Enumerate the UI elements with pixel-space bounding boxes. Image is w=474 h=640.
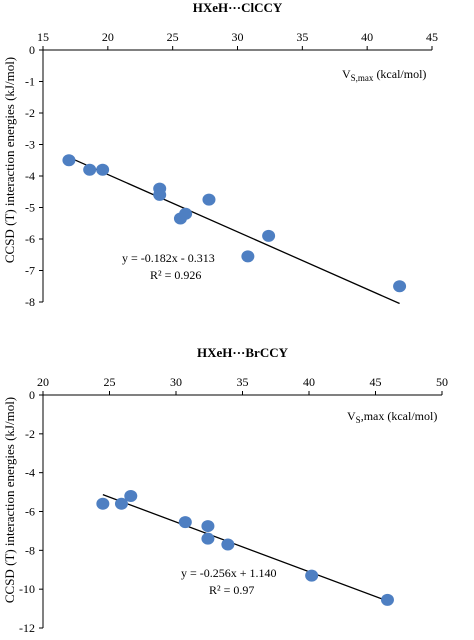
y-axis-label-2: CCSD (T) interaction energies (kJ/mol) — [2, 397, 17, 603]
y-tick-label: -5 — [25, 201, 35, 215]
x-tick-label: 40 — [303, 375, 315, 389]
y-tick-label: -1 — [25, 75, 35, 89]
trendline — [102, 494, 388, 602]
x-tick-label: 45 — [426, 30, 438, 44]
chart-title: HXeH···ClCCY — [193, 0, 283, 15]
chart-title: HXeH···BrCCY — [197, 345, 289, 360]
data-point — [201, 520, 215, 533]
x-tick-label: 15 — [37, 30, 49, 44]
y-tick-label: -10 — [19, 582, 35, 596]
chart-clccy: HXeH···ClCCY 15 20 25 30 35 40 45 0 -1 -2 -3 -4 -5 -6 -… — [25, 0, 438, 309]
x-tick-label: 50 — [436, 375, 448, 389]
y-tick-label: -2 — [25, 427, 35, 441]
trendline — [68, 156, 400, 305]
data-point — [380, 593, 394, 606]
y-tick-label: 0 — [29, 388, 35, 402]
y-tick-label: 0 — [29, 43, 35, 57]
x-tick-label: 25 — [167, 30, 179, 44]
y-tick-label: -8 — [25, 295, 35, 309]
x-tick-label: 30 — [232, 30, 244, 44]
data-point — [153, 188, 167, 201]
data-point — [221, 538, 235, 551]
y-axis-label: CCSD (T) interaction energies (kJ/mol) — [2, 57, 17, 263]
y-tick-label: -12 — [19, 621, 35, 635]
y-tick-label: -8 — [25, 543, 35, 557]
data-point — [96, 163, 110, 176]
data-point — [178, 516, 192, 529]
y-tick-label: -7 — [25, 264, 35, 278]
data-point — [83, 163, 97, 176]
y-tick-label: -3 — [25, 138, 35, 152]
x-tick-label: 45 — [370, 375, 382, 389]
x-tick-label: 35 — [296, 30, 308, 44]
data-point — [305, 569, 319, 582]
data-point — [202, 193, 216, 206]
data-point — [124, 489, 138, 502]
data-point — [393, 280, 407, 293]
y-tick-label: -6 — [25, 232, 35, 246]
data-point — [96, 497, 110, 510]
trend-equation: y = -0.182x - 0.313 — [122, 251, 215, 265]
data-point — [262, 229, 276, 242]
y-tick-label: -4 — [25, 466, 35, 480]
data-point — [179, 207, 193, 220]
x-tick-label: 35 — [237, 375, 249, 389]
x-tick-label: 20 — [37, 375, 49, 389]
y-tick-label: -6 — [25, 505, 35, 519]
x-tick-label: 20 — [102, 30, 114, 44]
trend-equation: y = -0.256x + 1.140 — [181, 566, 277, 580]
r-squared: R² = 0.97 — [209, 583, 254, 597]
r-squared: R² = 0.926 — [150, 268, 201, 282]
data-point — [201, 532, 215, 545]
x-axis-label: VS,max (kcal/mol) — [347, 409, 437, 425]
x-tick-label: 25 — [104, 375, 116, 389]
y-tick-label: -4 — [25, 169, 35, 183]
y-tick-label: -2 — [25, 106, 35, 120]
x-axis-label: VS,max (kcal/mol) — [342, 67, 426, 83]
data-point — [114, 497, 128, 510]
x-tick-label: 30 — [170, 375, 182, 389]
data-point — [62, 154, 76, 167]
data-point — [241, 250, 255, 263]
chart-brccy: HXeH···BrCCY 20 25 30 35 40 45 50 0 -2 -4 -6 -8 -10 -1… — [19, 345, 448, 635]
x-tick-label: 40 — [361, 30, 373, 44]
